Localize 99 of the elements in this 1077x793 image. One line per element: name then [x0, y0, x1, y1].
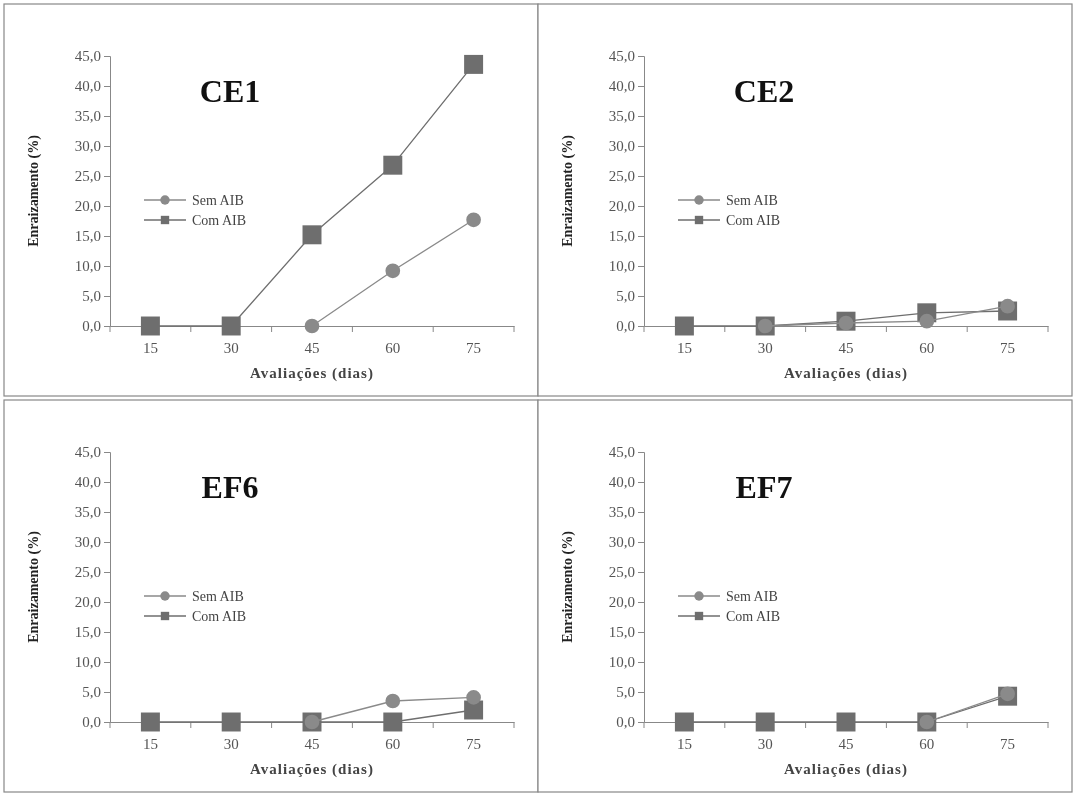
x-tick-label: 30 [757, 736, 773, 752]
y-tick-label: 40,0 [608, 474, 635, 491]
text: CE1 [199, 73, 261, 109]
y-tick-label: 40,0 [74, 474, 101, 491]
y-tick-label: 15,0 [608, 624, 635, 641]
point [919, 313, 935, 329]
y-tick-label: 20,0 [608, 594, 635, 611]
legend-label: Sem AIB [726, 193, 778, 208]
legend-label: Com AIB [192, 609, 247, 624]
text: EF7 [735, 469, 793, 505]
point [221, 712, 241, 732]
y-tick-label: 30,0 [74, 534, 101, 551]
y-tick-label: 5,0 [616, 288, 635, 305]
y-tick-label: 45,0 [74, 48, 101, 65]
x-tick-label: 45 [838, 340, 854, 356]
point [385, 693, 401, 709]
x-axis-title: Avaliações (dias) [250, 761, 374, 778]
y-tick-label: 35,0 [74, 504, 101, 521]
point [221, 316, 241, 336]
y-tick-label: 0,0 [616, 714, 635, 731]
point [302, 225, 322, 245]
y-tick-label: 25,0 [74, 564, 101, 581]
y-tick-label: 25,0 [608, 168, 635, 185]
y-tick-label: 15,0 [74, 624, 101, 641]
y-tick-label: 30,0 [74, 138, 101, 155]
y-axis-title: Enraizamento (%) [26, 530, 42, 643]
x-tick-label: 45 [304, 340, 320, 356]
y-tick-label: 35,0 [74, 108, 101, 125]
y-tick-label: 5,0 [82, 684, 101, 701]
x-tick-label: 60 [919, 340, 935, 356]
x-tick-label: 60 [385, 736, 401, 752]
y-tick-label: 15,0 [608, 228, 635, 245]
legend-label: Sem AIB [192, 589, 244, 604]
y-tick-label: 35,0 [608, 504, 635, 521]
y-tick-label: 25,0 [74, 168, 101, 185]
point [1000, 298, 1015, 314]
x-tick-label: 60 [385, 340, 401, 356]
y-axis-title: Enraizamento (%) [26, 134, 42, 247]
y-tick-label: 45,0 [608, 48, 635, 65]
point [304, 318, 320, 334]
y-axis-title: Enraizamento (%) [560, 134, 576, 247]
point [466, 690, 481, 705]
x-tick-label: 75 [1000, 736, 1016, 752]
x-tick-label: 75 [466, 736, 482, 752]
x-tick-label: 15 [676, 736, 692, 752]
point [674, 712, 694, 732]
point [836, 712, 856, 732]
y-tick-label: 30,0 [608, 138, 635, 155]
y-tick-label: 45,0 [608, 444, 635, 461]
x-tick-label: 45 [304, 736, 320, 752]
y-tick-label: 35,0 [608, 108, 635, 125]
y-tick-label: 0,0 [616, 318, 635, 335]
legend-label: Com AIB [726, 609, 781, 624]
legend-label: Sem AIB [192, 193, 244, 208]
legend-label: Sem AIB [726, 589, 778, 604]
y-tick-label: 10,0 [608, 654, 635, 671]
x-tick-label: 75 [466, 340, 482, 356]
y-tick-label: 20,0 [74, 594, 101, 611]
x-axis-title: Avaliações (dias) [784, 761, 908, 778]
x-tick-label: 15 [142, 340, 158, 356]
y-tick-label: 15,0 [74, 228, 101, 245]
point [385, 263, 401, 279]
text: CE2 [733, 73, 795, 109]
y-tick-label: 40,0 [608, 78, 635, 95]
y-tick-label: 10,0 [608, 258, 635, 275]
y-tick-label: 10,0 [74, 654, 101, 671]
y-tick-label: 40,0 [74, 78, 101, 95]
x-tick-label: 30 [223, 340, 239, 356]
x-tick-label: 60 [919, 736, 935, 752]
point [464, 54, 484, 74]
point [383, 155, 403, 175]
y-tick-label: 10,0 [74, 258, 101, 275]
y-axis-title: Enraizamento (%) [560, 530, 576, 643]
y-tick-label: 45,0 [74, 444, 101, 461]
y-tick-label: 0,0 [82, 714, 101, 731]
y-tick-label: 20,0 [74, 198, 101, 215]
y-tick-label: 5,0 [616, 684, 635, 701]
y-tick-label: 30,0 [608, 534, 635, 551]
x-axis-title: Avaliações (dias) [250, 365, 374, 382]
x-tick-label: 15 [676, 340, 692, 356]
point [140, 712, 160, 732]
y-tick-label: 25,0 [608, 564, 635, 581]
y-tick-label: 0,0 [82, 318, 101, 335]
y-tick-label: 20,0 [608, 198, 635, 215]
x-tick-label: 45 [838, 736, 854, 752]
point [140, 316, 160, 336]
point [466, 212, 481, 228]
x-tick-label: 15 [142, 736, 158, 752]
x-axis-title: Avaliações (dias) [784, 365, 908, 382]
text: EF6 [201, 469, 259, 505]
x-tick-label: 30 [223, 736, 239, 752]
legend-label: Com AIB [192, 213, 247, 228]
point [755, 712, 775, 732]
legend-label: Com AIB [726, 213, 781, 228]
y-tick-label: 5,0 [82, 288, 101, 305]
x-tick-label: 75 [1000, 340, 1016, 356]
x-tick-label: 30 [757, 340, 773, 356]
point [383, 712, 403, 732]
point [674, 316, 694, 336]
